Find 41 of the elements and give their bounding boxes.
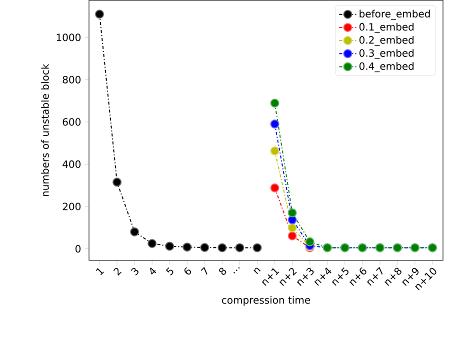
point [218,243,227,252]
point [288,208,297,218]
x-axis-title: compression time [222,296,310,306]
y-tick-label: 400 [62,160,81,168]
point [252,243,262,252]
x-tick-label: 7 [200,266,208,275]
x-tick-label: 4 [150,267,156,274]
x-tick-label: 1 [96,268,104,275]
point [112,177,122,186]
y-tick-label: 0 [75,244,81,252]
point [148,238,157,248]
point [270,183,280,192]
legend-label: 0.4_embed [359,62,414,72]
y-axis-title: numbers of unstable block [41,64,49,196]
legend-label: 0.3_embed [359,48,414,59]
legend-label: 0.1_embed [359,22,414,33]
legend-label: before_embed [360,10,430,20]
x-tick-label: 2 [113,268,122,276]
point [200,242,210,252]
y-tick-label: 200 [62,202,81,210]
point [288,223,297,232]
y-tick-label: 600 [62,118,81,126]
x-tick-label: 6 [184,267,192,274]
point [182,242,192,252]
x-tick-label: 5 [166,267,174,276]
y-tick-label: 800 [62,76,81,84]
point [165,242,174,251]
point [270,119,280,128]
x-tick-label: 3 [130,268,138,276]
legend-label: 0.2_embed [359,36,414,46]
x-tick-label: n [253,268,261,274]
point [95,9,104,18]
point [270,98,280,108]
x-tick-label: 8 [219,268,226,275]
x-tick-label: … [233,266,240,274]
y-tick-label: 1000 [56,33,81,41]
point [305,237,314,246]
point [130,227,140,236]
point [270,146,280,156]
point [235,243,244,252]
point [288,231,297,240]
